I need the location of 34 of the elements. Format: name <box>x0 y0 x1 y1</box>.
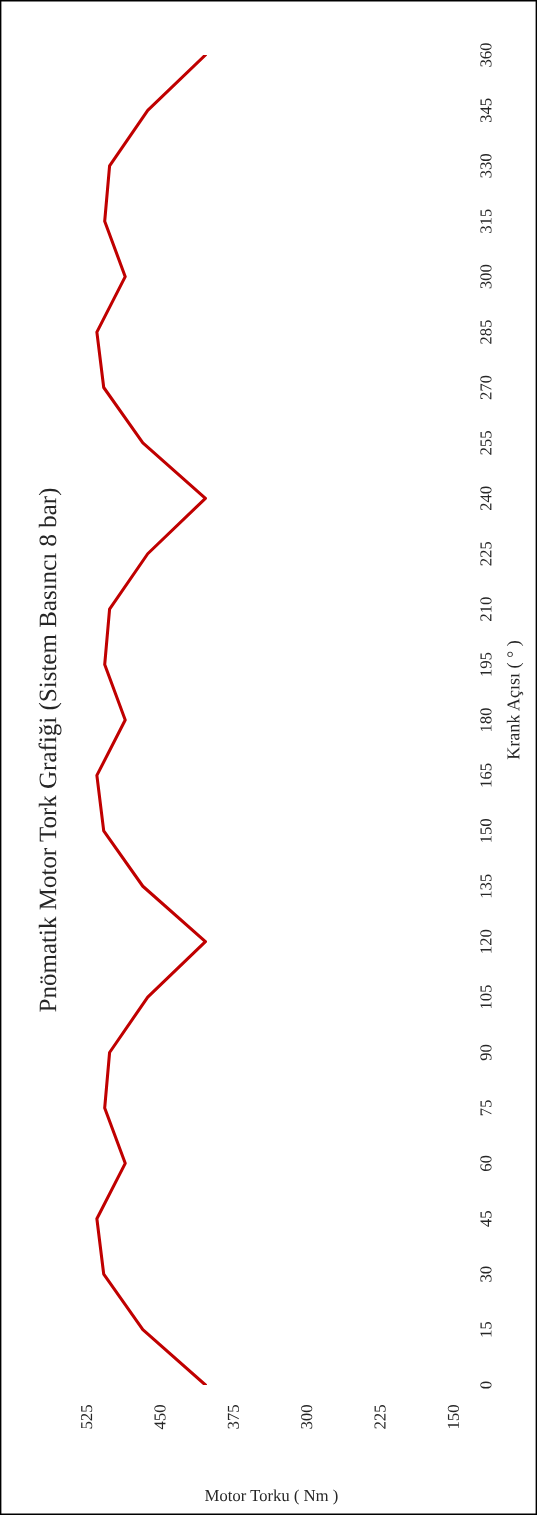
y-tick-label: 315 <box>480 209 492 233</box>
y-tick-label: 225 <box>480 541 492 566</box>
y-tick-label: 135 <box>480 874 492 898</box>
y-tick-label: 165 <box>480 763 492 787</box>
x-tick-label: 450 <box>154 1405 166 1430</box>
y-tick-label: 180 <box>480 708 492 732</box>
x-tick-label: 375 <box>227 1405 239 1429</box>
y-tick-label: 360 <box>480 43 492 67</box>
y-tick-label: 345 <box>480 98 492 123</box>
y-tick-label: 45 <box>480 1211 492 1227</box>
y-tick-label: 90 <box>480 1044 492 1061</box>
y-tick-label: 210 <box>480 597 492 621</box>
y-tick-label: 240 <box>480 486 492 511</box>
x-tick-label: 525 <box>81 1405 93 1429</box>
y-tick-label: 15 <box>480 1321 492 1337</box>
x-tick-label: 225 <box>374 1405 386 1429</box>
x-axis-title: Motor Torku ( Nm ) <box>205 1489 338 1505</box>
y-tick-label: 105 <box>480 985 492 1009</box>
y-tick-label: 195 <box>480 652 492 676</box>
x-tick-label: 150 <box>447 1405 460 1428</box>
y-tick-label: 0 <box>480 1381 492 1389</box>
y-tick-label: 60 <box>480 1155 492 1171</box>
y-tick-label: 330 <box>480 153 492 178</box>
y-tick-label: 150 <box>480 818 492 842</box>
y-tick-label: 30 <box>480 1266 492 1282</box>
y-tick-label: 75 <box>480 1100 492 1116</box>
x-tick-label: 300 <box>301 1405 313 1429</box>
y-tick-label: 255 <box>480 431 492 455</box>
y-tick-label: 270 <box>480 375 492 400</box>
text: Pnömatik Motor Tork Grafiği (Sistem Basıncı 8 bar) <box>38 488 62 1012</box>
y-axis-title: Krank Açısı ( ° ) <box>506 641 524 760</box>
y-tick-label: 120 <box>480 929 492 953</box>
y-tick-label: 285 <box>480 320 492 344</box>
y-tick-label: 300 <box>480 264 492 289</box>
